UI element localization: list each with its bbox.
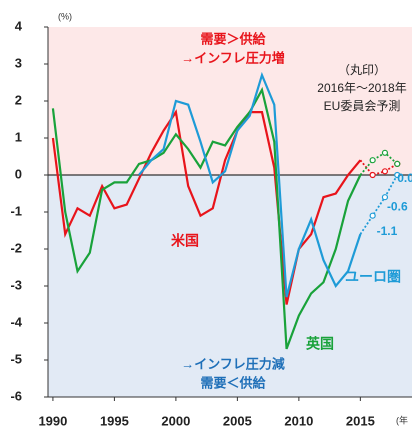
note: EU委員会予測 (324, 99, 401, 113)
y-tick-label: -6 (10, 388, 22, 403)
y-tick-label: 0 (15, 166, 22, 181)
y-tick-label: 1 (15, 129, 22, 144)
legend-label: 英国 (305, 336, 334, 352)
value-label: -0.6 (387, 199, 408, 213)
y-tick-label: 2 (15, 92, 22, 107)
lines (51, 71, 401, 350)
x-tick-label: 2000 (161, 413, 190, 428)
series-line (51, 86, 362, 350)
x-tick-label: 2015 (346, 413, 375, 428)
forecast-marker (381, 194, 389, 201)
y-tick-label: -1 (10, 203, 22, 218)
y-tick-label: 4 (15, 18, 23, 33)
y-tick-label: 3 (15, 55, 22, 70)
annotation: →インフレ圧力増 (181, 50, 285, 65)
annotation: →インフレ圧力減 (181, 356, 285, 371)
value-label: 0.0 (397, 171, 412, 185)
y-tick-label: -5 (10, 351, 22, 366)
legend-label: 米国 (171, 233, 199, 249)
annotation: 需要＜供給 (200, 375, 266, 390)
y-tick-label: -3 (10, 277, 22, 292)
value-label: -1.1 (377, 224, 398, 238)
forecast-marker (381, 168, 389, 175)
forecast-marker (369, 212, 376, 219)
forecast-line (359, 151, 398, 176)
forecast-marker (369, 157, 376, 164)
legend-label: ユーロ圏 (345, 269, 401, 285)
note: 2016年～2018年 (317, 81, 406, 95)
x-tick-label: 2005 (223, 413, 252, 428)
plot-background (48, 27, 412, 397)
x-tick-label: 2010 (284, 413, 313, 428)
annotation: 需要＞供給 (200, 31, 266, 46)
x-tick-label: 1990 (38, 413, 67, 428)
y-tick-label: -2 (10, 240, 22, 255)
series-line (138, 71, 362, 298)
forecast-marker (394, 160, 401, 167)
y-unit: (%) (58, 11, 72, 21)
forecast-marker (394, 171, 401, 179)
forecast-marker (381, 149, 389, 156)
forecast-marker (369, 171, 376, 179)
grid: -6 -5 -4 -3 -2 -1 0 1 2 3 4 1990 1995 2000 2005 2010 201… (10, 18, 412, 428)
negative-region (48, 175, 412, 397)
x-tick-label: 1995 (100, 413, 129, 428)
note: （丸印） (338, 63, 386, 77)
forecast-line (359, 174, 399, 235)
x-unit: (年 (396, 414, 408, 425)
y-tick-label: -4 (10, 314, 22, 329)
